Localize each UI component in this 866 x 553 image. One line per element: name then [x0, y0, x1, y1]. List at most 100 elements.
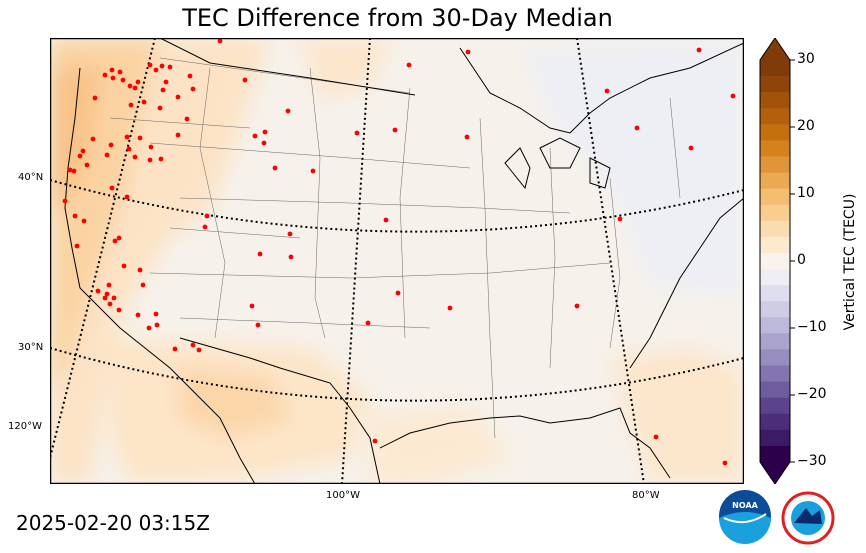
colorbar-swatch: [760, 236, 790, 254]
colorbar-swatch: [760, 445, 790, 463]
station-marker: [109, 185, 115, 191]
coastlines: [64, 38, 744, 484]
station-marker: [722, 460, 728, 466]
station-marker: [688, 145, 694, 151]
noaa-logo-text: NOAA: [732, 501, 758, 510]
station-marker: [124, 134, 130, 140]
colorbar-swatch: [760, 108, 790, 125]
station-marker: [696, 47, 702, 53]
station-marker: [163, 79, 169, 85]
station-marker: [111, 295, 117, 301]
station-marker: [72, 213, 78, 219]
station-marker: [147, 157, 153, 163]
station-marker: [464, 134, 470, 140]
station-marker: [202, 224, 208, 230]
station-marker: [172, 346, 178, 352]
station-marker: [187, 73, 193, 79]
station-marker: [287, 231, 293, 237]
station-marker: [132, 85, 138, 91]
tec-map: [50, 38, 744, 484]
station-marker: [406, 62, 412, 68]
station-marker: [135, 312, 141, 318]
station-marker: [107, 301, 113, 307]
station-marker: [604, 88, 610, 94]
colorbar-swatch: [760, 204, 790, 222]
station-marker: [120, 77, 126, 83]
station-marker: [272, 165, 278, 171]
station-marker: [77, 153, 83, 159]
station-marker: [135, 79, 141, 85]
lon-label-80w: 80°W: [632, 490, 660, 501]
station-marker: [249, 303, 255, 309]
lat-label-30n: 30°N: [18, 342, 44, 353]
nws-logo: [781, 491, 835, 545]
station-marker: [124, 194, 130, 200]
station-marker: [92, 95, 98, 101]
colorbar-swatch: [760, 381, 790, 399]
station-marker: [104, 291, 110, 297]
colorbar-swatch: [760, 220, 790, 238]
station-marker: [158, 156, 164, 162]
station-marker: [112, 238, 118, 244]
station-marker: [153, 67, 159, 73]
station-marker: [104, 152, 110, 158]
station-marker: [354, 130, 360, 136]
station-marker: [261, 140, 267, 146]
lon-label-120w: 120°W: [8, 421, 42, 432]
station-marker: [160, 87, 166, 93]
station-marker: [159, 63, 165, 69]
station-marker: [653, 434, 659, 440]
colorbar-tick-label: 10: [797, 185, 815, 201]
station-marker: [140, 282, 146, 288]
timestamp: 2025-02-20 03:15Z: [16, 511, 210, 535]
colorbar-tick-label: 0: [797, 252, 806, 268]
station-marker: [132, 154, 138, 160]
graticule: [50, 38, 744, 484]
station-marker: [109, 67, 115, 73]
station-marker: [204, 213, 210, 219]
station-marker: [108, 142, 114, 148]
station-marker: [106, 282, 112, 288]
station-marker: [153, 311, 159, 317]
tec-anomaly-field: [50, 38, 744, 484]
station-marker: [116, 307, 122, 313]
station-marker: [310, 168, 316, 174]
lon-label-100w: 100°W: [326, 490, 360, 501]
colorbar-swatch: [760, 140, 790, 158]
station-marker: [127, 83, 133, 89]
station-marker: [128, 102, 134, 108]
station-marker: [262, 129, 268, 135]
station-marker: [730, 93, 736, 99]
station-marker: [67, 167, 73, 173]
colorbar-swatch: [760, 333, 790, 351]
station-marker: [175, 132, 181, 138]
station-marker: [395, 290, 401, 296]
colorbar-swatch: [760, 301, 790, 318]
state-borders: [109, 57, 681, 439]
station-marker: [288, 254, 294, 260]
station-marker: [365, 320, 371, 326]
colorbar-swatch: [760, 397, 790, 415]
gnss-stations: [62, 38, 736, 466]
station-marker: [154, 322, 160, 328]
station-marker: [372, 438, 378, 444]
colorbar-extend-bottom: [760, 462, 790, 484]
station-marker: [74, 243, 80, 249]
colorbar: [759, 38, 795, 484]
station-marker: [62, 198, 68, 204]
station-marker: [147, 62, 153, 68]
station-marker: [634, 125, 640, 131]
station-marker: [257, 251, 263, 257]
station-marker: [190, 86, 196, 92]
station-marker: [141, 99, 147, 105]
colorbar-swatch: [760, 269, 790, 286]
colorbar-swatch: [760, 92, 790, 109]
station-marker: [447, 305, 453, 311]
colorbar-swatch: [760, 124, 790, 141]
colorbar-swatch: [760, 413, 790, 431]
station-marker: [137, 135, 143, 141]
colorbar-swatch: [760, 172, 790, 190]
station-marker: [196, 347, 202, 353]
station-marker: [157, 105, 163, 111]
colorbar-swatch: [760, 156, 790, 174]
